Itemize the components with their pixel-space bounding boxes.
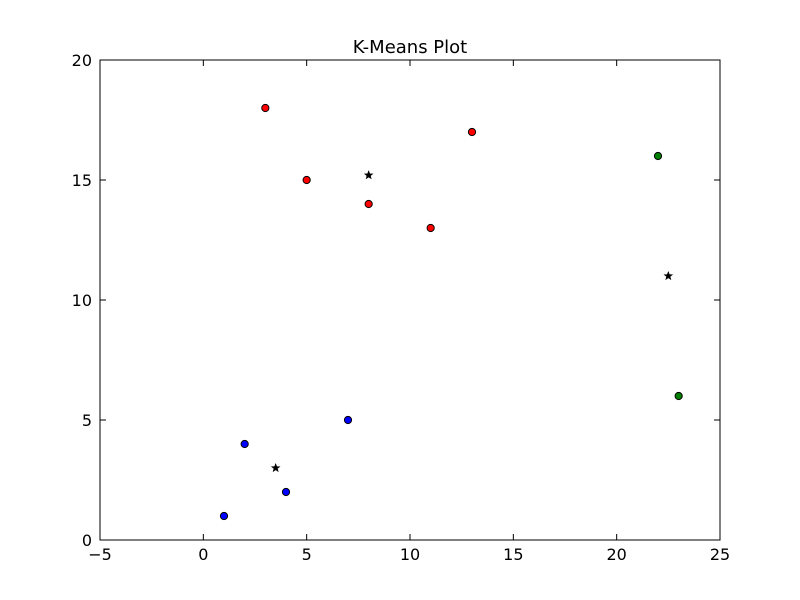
x-tick-label: 10: [400, 545, 420, 564]
data-point-cluster-1: [261, 103, 270, 113]
x-tick-label: 5: [302, 545, 312, 564]
data-point-cluster-1: [364, 199, 373, 209]
y-tick-label: 15: [72, 171, 92, 190]
x-tick-label: 20: [606, 545, 626, 564]
y-tick-label: 20: [72, 51, 92, 70]
data-points: [219, 103, 683, 521]
data-point-cluster-2: [240, 439, 249, 449]
centroid-star: [663, 270, 674, 281]
data-point-cluster-2: [281, 487, 291, 497]
y-tick-label: 0: [82, 531, 92, 550]
x-axis-ticks: −5 0 5 10 15 20 25: [88, 60, 730, 564]
x-tick-label: 15: [503, 545, 523, 564]
y-tick-label: 10: [72, 291, 92, 310]
x-tick-label: 0: [198, 545, 208, 564]
data-point-cluster-1: [426, 223, 435, 233]
data-point-cluster-1: [302, 175, 311, 185]
data-point-cluster-3: [653, 151, 663, 161]
x-tick-label: −5: [88, 545, 112, 564]
data-point-cluster-2: [219, 511, 229, 521]
chart-title: K-Means Plot: [353, 37, 467, 58]
y-tick-label: 5: [82, 411, 92, 430]
y-axis-ticks: 0 5 10 15 20: [72, 51, 720, 550]
centroid-star: [270, 462, 281, 473]
centroid-star: [363, 170, 374, 180]
data-point-cluster-2: [343, 415, 353, 425]
data-point-cluster-3: [674, 391, 683, 401]
plot-area-frame: [99, 59, 721, 541]
data-point-cluster-1: [467, 127, 477, 137]
x-tick-label: 25: [710, 545, 730, 564]
